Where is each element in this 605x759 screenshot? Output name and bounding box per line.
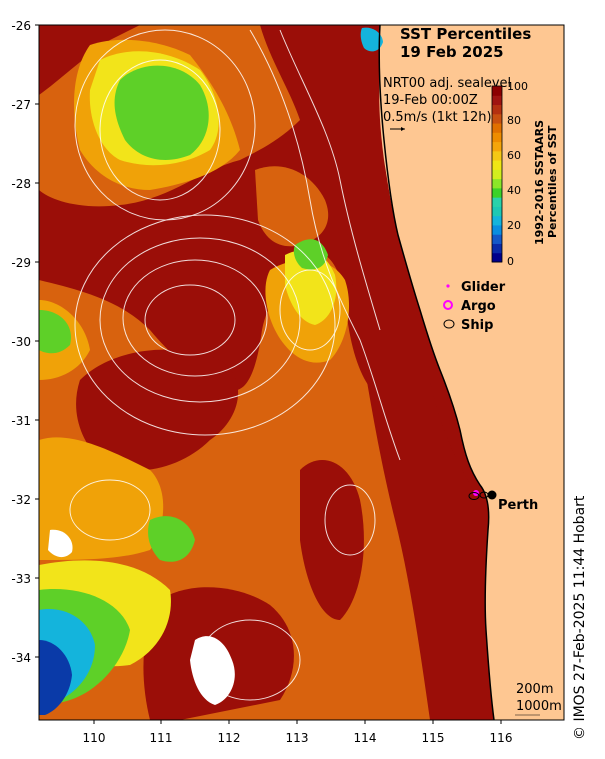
current-scale-arrow-icon [390, 127, 405, 131]
x-tick-label: 111 [150, 731, 173, 745]
copyright-credit: © IMOS 27-Feb-2025 11:44 Hobart [572, 495, 588, 740]
y-tick-label: -26 [11, 19, 31, 33]
colorbar-tick: 20 [507, 219, 521, 232]
sst-cyan-coast [360, 27, 383, 52]
colorbar-segment [492, 215, 502, 226]
land-australia [379, 25, 564, 720]
x-axis: 110 111 112 113 114 115 116 [83, 720, 513, 745]
x-tick-label: 116 [490, 731, 513, 745]
y-tick-label: -34 [11, 651, 31, 665]
map-title: SST Percentiles [400, 25, 531, 43]
y-tick-label: -30 [11, 335, 31, 349]
info-sealevel: NRT00 adj. sealevel [383, 76, 511, 91]
colorbar-segment [492, 234, 502, 244]
ship-marker-icon [443, 319, 455, 329]
colorbar-tick: 60 [507, 149, 521, 162]
colorbar-tick: 80 [507, 114, 521, 127]
colorbar-segment [492, 123, 502, 133]
x-tick-label: 110 [83, 731, 106, 745]
y-tick-label: -29 [11, 256, 31, 270]
y-tick-label: -32 [11, 493, 31, 507]
perth-label: Perth [498, 498, 538, 513]
colorbar-segment [492, 178, 502, 189]
colorbar-tick: 40 [507, 184, 521, 197]
y-tick-label: -33 [11, 572, 31, 586]
y-tick-label: -31 [11, 414, 31, 428]
sst-green-south-2 [148, 516, 195, 562]
coastline [378, 25, 495, 720]
colorbar-segment [492, 252, 502, 263]
perth-marker [468, 490, 497, 500]
colorbar-segment [492, 169, 502, 180]
colorbar-segment [492, 86, 502, 96]
colorbar-segment [492, 197, 502, 207]
legend-label: Ship [461, 318, 493, 333]
sst-green-mid [293, 239, 328, 270]
colorbar-tick: 0 [507, 255, 514, 268]
info-time: 19-Feb 00:00Z [383, 93, 478, 108]
x-tick-label: 115 [422, 731, 445, 745]
sst-green-west [39, 310, 71, 354]
colorbar-segment [492, 150, 502, 161]
x-tick-label: 113 [286, 731, 309, 745]
colorbar-subtitle: Percentiles of SST [546, 125, 559, 238]
legend: Glider Argo Ship [443, 280, 506, 333]
colorbar-segment [492, 113, 502, 124]
bathymetry-1000m-label: 1000m [516, 699, 562, 714]
info-scale: 0.5m/s (1kt 12h) [383, 110, 492, 125]
colorbar-segment [492, 206, 502, 217]
legend-label: Argo [461, 299, 496, 314]
colorbar-segment [492, 95, 502, 106]
sea-level-contours [69, 29, 401, 701]
colorbar-segment [492, 104, 502, 115]
y-tick-label: -28 [11, 177, 31, 191]
colorbar-segment [492, 132, 502, 143]
plot-frame [38, 24, 565, 721]
colorbar-segment [492, 160, 502, 170]
map-date: 19 Feb 2025 [400, 43, 504, 61]
colorbar-tick: 100 [507, 80, 528, 93]
colorbar-segment [492, 224, 502, 235]
colorbar-segment [492, 243, 502, 254]
map-plot-area [39, 25, 564, 720]
colorbar-segment [492, 141, 502, 152]
colorbar-frame [491, 85, 503, 263]
sst-warm-eddy [76, 349, 239, 471]
sst-orange-mid [255, 166, 329, 247]
colorbar-title: 1992-2016 SSTAARS [533, 120, 546, 245]
y-axis: -26 -27 -28 -29 -30 -31 -32 -33 -34 [11, 19, 39, 665]
sst-blue-region [39, 640, 72, 715]
sst-warm-tongue [300, 460, 364, 620]
sst-green-region [114, 65, 209, 160]
x-tick-label: 112 [218, 731, 241, 745]
colorbar [492, 86, 502, 263]
cloud-gap-west [48, 529, 73, 558]
cloud-gap-south [190, 636, 235, 705]
x-tick-label: 114 [354, 731, 377, 745]
sst-coastal-warm [340, 25, 490, 720]
argo-marker-icon [443, 300, 453, 310]
sst-yellow-mid [285, 250, 337, 325]
legend-label: Glider [461, 280, 506, 295]
glider-marker-icon [446, 284, 450, 288]
y-tick-label: -27 [11, 98, 31, 112]
colorbar-segment [492, 187, 502, 198]
bathymetry-200m-label: 200m [516, 682, 553, 697]
sst-light-orange-2 [39, 437, 164, 560]
